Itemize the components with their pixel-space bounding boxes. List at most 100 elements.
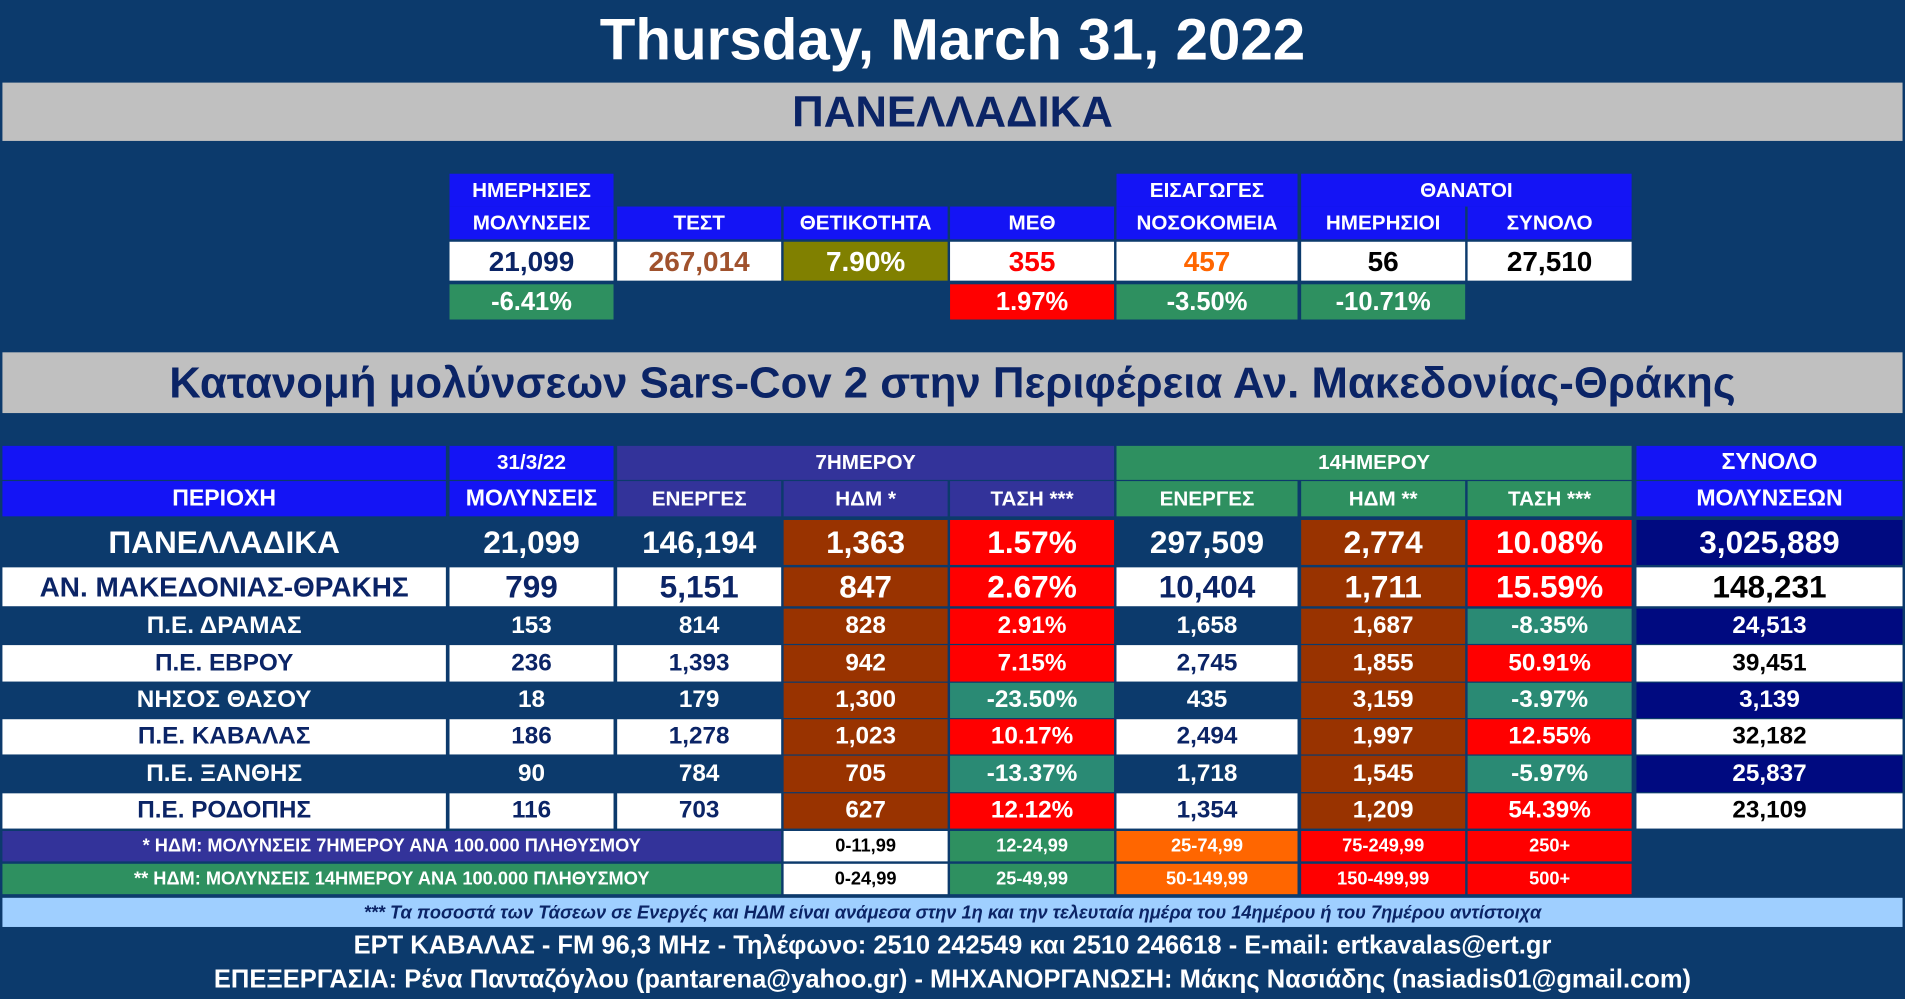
column-header: ΤΑΣΗ *** (950, 481, 1115, 517)
legend-range: 500+ (1467, 863, 1632, 895)
area-name: ΑΝ. ΜΑΚΕΔΟΝΙΑΣ-ΘΡΑΚΗΣ (2, 567, 446, 607)
national-header: ΜΟΛΥΝΣΕΙΣ (449, 206, 614, 240)
column-header: ΤΑΣΗ *** (1467, 481, 1632, 517)
national-value: 7.90% (783, 241, 948, 281)
table-value: 90 (449, 755, 614, 793)
table-value: -23.50% (950, 682, 1115, 719)
legend-range: 0-24,99 (783, 863, 948, 895)
table-value: 179 (617, 682, 782, 719)
table-value: 1,393 (617, 645, 782, 682)
table-value: 7.15% (950, 645, 1115, 682)
area-name: ΝΗΣΟΣ ΘΑΣΟΥ (2, 682, 446, 719)
section-title: ΠΑΝΕΛΛΑΔΙΚΑ (2, 82, 1903, 141)
table-value: 50.91% (1467, 645, 1632, 682)
column-header: ΕΝΕΡΓΕΣ (1116, 481, 1298, 517)
table-value: 784 (617, 755, 782, 793)
table-value: 1,658 (1116, 608, 1298, 644)
national-change: -10.71% (1301, 284, 1466, 320)
table-value: 435 (1116, 682, 1298, 719)
table-value: 799 (449, 567, 614, 607)
table-value: 3,159 (1301, 682, 1466, 719)
table-value: 627 (783, 793, 948, 829)
area-name: Π.Ε. ΔΡΑΜΑΣ (2, 608, 446, 644)
national-value: 267,014 (617, 241, 782, 281)
table-value: 25,837 (1636, 755, 1903, 793)
national-header: ΣΥΝΟΛΟ (1467, 206, 1632, 240)
region-title: Κατανομή μολύνσεων Sars-Cov 2 στην Περιφ… (2, 352, 1903, 414)
table-value: 148,231 (1636, 567, 1903, 607)
table-value: 2.67% (950, 567, 1115, 607)
table-value: 18 (449, 682, 614, 719)
header-blank (2, 445, 446, 480)
legend-range: 25-74,99 (1116, 830, 1298, 862)
footer-line: ΕΠΕΞΕΡΓΑΣΙΑ: Ρένα Πανταζόγλου (pantarena… (213, 965, 1692, 994)
group-header: 7ΗΜΕΡΟΥ (617, 445, 1115, 480)
national-value: 27,510 (1467, 241, 1632, 281)
area-name: Π.Ε. ΡΟΔΟΠΗΣ (2, 793, 446, 829)
national-change: -3.50% (1116, 284, 1298, 320)
table-value: 32,182 (1636, 719, 1903, 755)
column-header: ΕΝΕΡΓΕΣ (617, 481, 782, 517)
legend-range: 12-24,99 (950, 830, 1115, 862)
table-value: -3.97% (1467, 682, 1632, 719)
national-header: ΘΕΤΙΚΟΤΗΤΑ (783, 206, 948, 240)
area-name: Π.Ε. ΕΒΡΟΥ (2, 645, 446, 682)
table-value: 5,151 (617, 567, 782, 607)
table-value: 1,023 (783, 719, 948, 755)
table-value: 2,745 (1116, 645, 1298, 682)
table-value: 236 (449, 645, 614, 682)
footer-line: ΕΡΤ ΚΑΒΑΛΑΣ - FM 96,3 MHz - Τηλέφωνο: 25… (353, 931, 1552, 960)
table-value: 1,209 (1301, 793, 1466, 829)
table-value: 24,513 (1636, 608, 1903, 644)
table-value: 186 (449, 719, 614, 755)
table-value: 1.57% (950, 519, 1115, 565)
date-title: Thursday, March 31, 2022 (599, 7, 1306, 73)
table-value: 705 (783, 755, 948, 793)
national-header: ΝΟΣΟΚΟΜΕΙΑ (1116, 206, 1298, 240)
table-value: 2,494 (1116, 719, 1298, 755)
national-value: 21,099 (449, 241, 614, 281)
table-value: 12.12% (950, 793, 1115, 829)
national-value: 56 (1301, 241, 1466, 281)
table-value: 1,545 (1301, 755, 1466, 793)
table-value: 1,718 (1116, 755, 1298, 793)
legend-range: 75-249,99 (1301, 830, 1466, 862)
table-value: 1,997 (1301, 719, 1466, 755)
national-group-header: ΘΑΝΑΤΟΙ (1301, 173, 1632, 207)
table-value: 15.59% (1467, 567, 1632, 607)
table-value: 1,300 (783, 682, 948, 719)
table-value: 847 (783, 567, 948, 607)
national-header: ΜΕΘ (950, 206, 1115, 240)
legend-range: 250+ (1467, 830, 1632, 862)
table-value: 1,855 (1301, 645, 1466, 682)
column-header: ΠΕΡΙΟΧΗ (2, 481, 446, 517)
table-value: 10,404 (1116, 567, 1298, 607)
national-value: 457 (1116, 241, 1298, 281)
table-value: 1,278 (617, 719, 782, 755)
column-header: ΗΔΜ * (783, 481, 948, 517)
table-value: 146,194 (617, 519, 782, 565)
table-value: 2,774 (1301, 519, 1466, 565)
table-value: 2.91% (950, 608, 1115, 644)
legend-label: ** ΗΔΜ: ΜΟΛΥΝΣΕΙΣ 14ΗΜΕΡΟΥ ΑΝΑ 100.000 Π… (2, 863, 782, 895)
national-header: ΕΙΣΑΓΩΓΕΣ (1116, 173, 1298, 207)
national-value: 355 (950, 241, 1115, 281)
table-value: 12.55% (1467, 719, 1632, 755)
table-value: 116 (449, 793, 614, 829)
column-header: ΗΔΜ ** (1301, 481, 1466, 517)
national-header: ΗΜΕΡΗΣΙΕΣ (449, 173, 614, 207)
legend-range: 150-499,99 (1301, 863, 1466, 895)
legend-range: 0-11,99 (783, 830, 948, 862)
table-value: 814 (617, 608, 782, 644)
table-value: 297,509 (1116, 519, 1298, 565)
legend-range: 25-49,99 (950, 863, 1115, 895)
footnote: *** Τα ποσοστά των Τάσεων σε Ενεργές και… (2, 897, 1903, 927)
national-change: -6.41% (449, 284, 614, 320)
area-name: Π.Ε. ΞΑΝΘΗΣ (2, 755, 446, 793)
national-header: ΤΕΣΤ (617, 206, 782, 240)
column-header: ΜΟΛΥΝΣΕΙΣ (449, 481, 614, 517)
table-value: 3,025,889 (1636, 519, 1903, 565)
group-header: 14ΗΜΕΡΟΥ (1116, 445, 1632, 480)
legend-range: 50-149,99 (1116, 863, 1298, 895)
